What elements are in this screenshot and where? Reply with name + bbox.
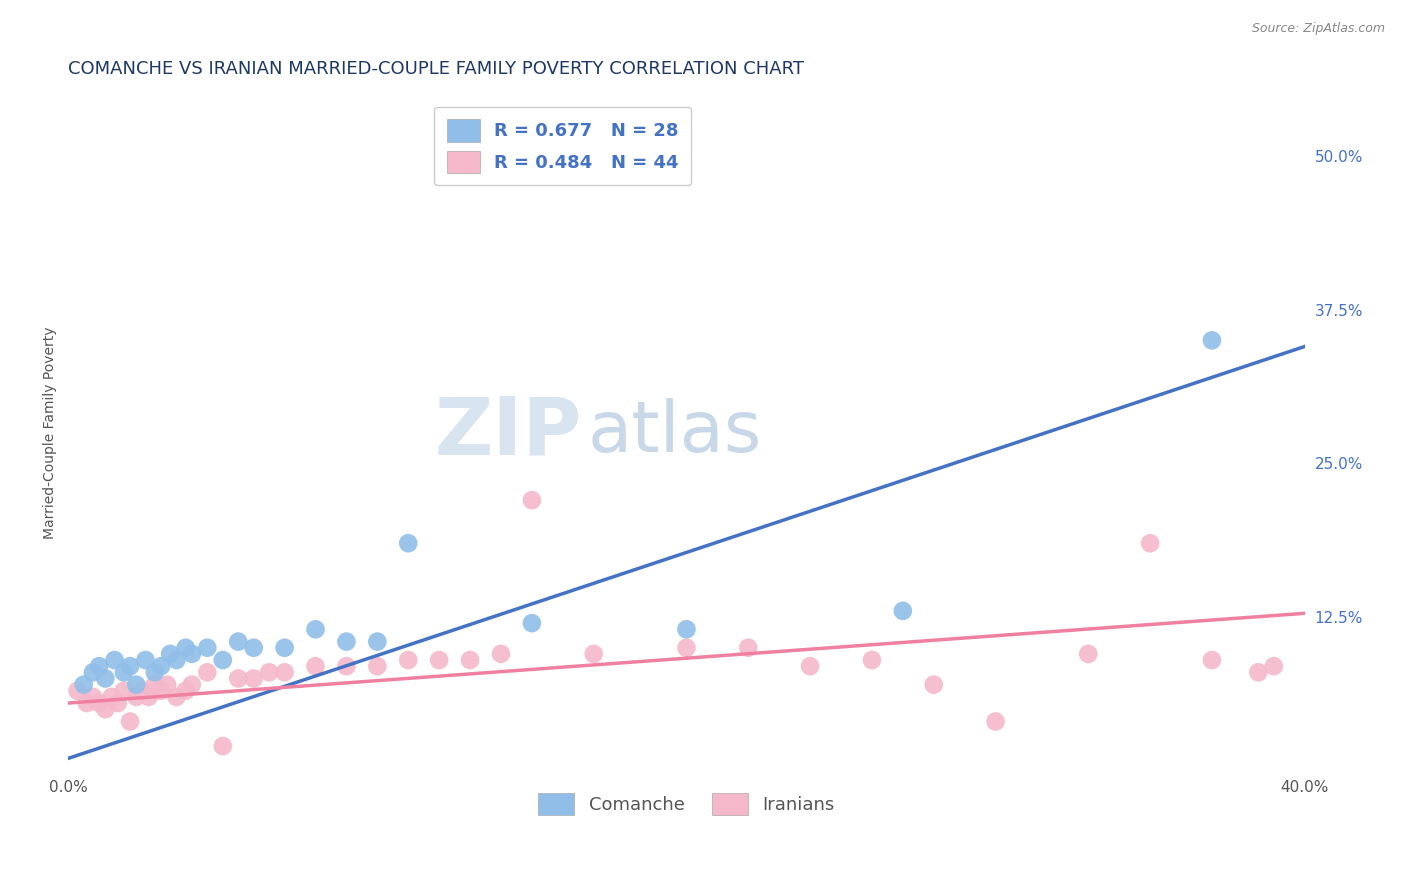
Point [520,493,543,508]
Point [112,665,135,680]
Point [174,683,197,698]
Text: Source: ZipAtlas.com: Source: ZipAtlas.com [1251,22,1385,36]
Point [984,714,1007,729]
Point [891,604,914,618]
Point [242,672,264,686]
Point [138,690,160,704]
Point [582,647,605,661]
Point [195,640,218,655]
Point [396,536,419,550]
Point [66,683,89,698]
Point [104,653,127,667]
Point [273,665,295,680]
Point [226,634,249,648]
Point [165,653,187,667]
Point [76,696,98,710]
Point [174,640,197,655]
Point [242,640,264,655]
Point [366,634,388,648]
Point [195,665,218,680]
Point [366,659,388,673]
Legend: Comanche, Iranians: Comanche, Iranians [531,786,842,822]
Text: COMANCHE VS IRANIAN MARRIED-COUPLE FAMILY POVERTY CORRELATION CHART: COMANCHE VS IRANIAN MARRIED-COUPLE FAMIL… [69,60,804,78]
Point [335,634,357,648]
Point [107,696,129,710]
Point [257,665,280,680]
Point [1201,653,1223,667]
Point [143,678,166,692]
Point [82,690,104,704]
Text: ZIP: ZIP [434,393,581,472]
Point [489,647,512,661]
Point [118,659,141,673]
Point [156,678,179,692]
Point [89,659,111,673]
Point [273,640,295,655]
Point [94,672,117,686]
Point [180,647,202,661]
Point [211,739,233,753]
Point [118,714,141,729]
Point [335,659,357,673]
Point [799,659,821,673]
Point [1139,536,1161,550]
Point [860,653,883,667]
Point [143,665,166,680]
Text: atlas: atlas [588,398,762,467]
Point [675,640,697,655]
Point [922,678,945,692]
Point [94,702,117,716]
Point [180,678,202,692]
Point [73,678,96,692]
Point [165,690,187,704]
Point [458,653,481,667]
Point [427,653,450,667]
Point [112,683,135,698]
Point [159,647,181,661]
Point [304,659,326,673]
Point [82,665,104,680]
Point [149,683,172,698]
Point [131,683,153,698]
Point [1077,647,1099,661]
Point [89,696,111,710]
Point [1247,665,1270,680]
Point [211,653,233,667]
Point [675,622,697,636]
Point [134,653,156,667]
Point [396,653,419,667]
Y-axis label: Married-Couple Family Poverty: Married-Couple Family Poverty [44,326,58,539]
Point [125,690,148,704]
Point [226,672,249,686]
Point [1263,659,1285,673]
Point [520,616,543,631]
Point [125,678,148,692]
Point [304,622,326,636]
Point [100,690,122,704]
Point [149,659,172,673]
Point [1201,334,1223,348]
Point [737,640,759,655]
